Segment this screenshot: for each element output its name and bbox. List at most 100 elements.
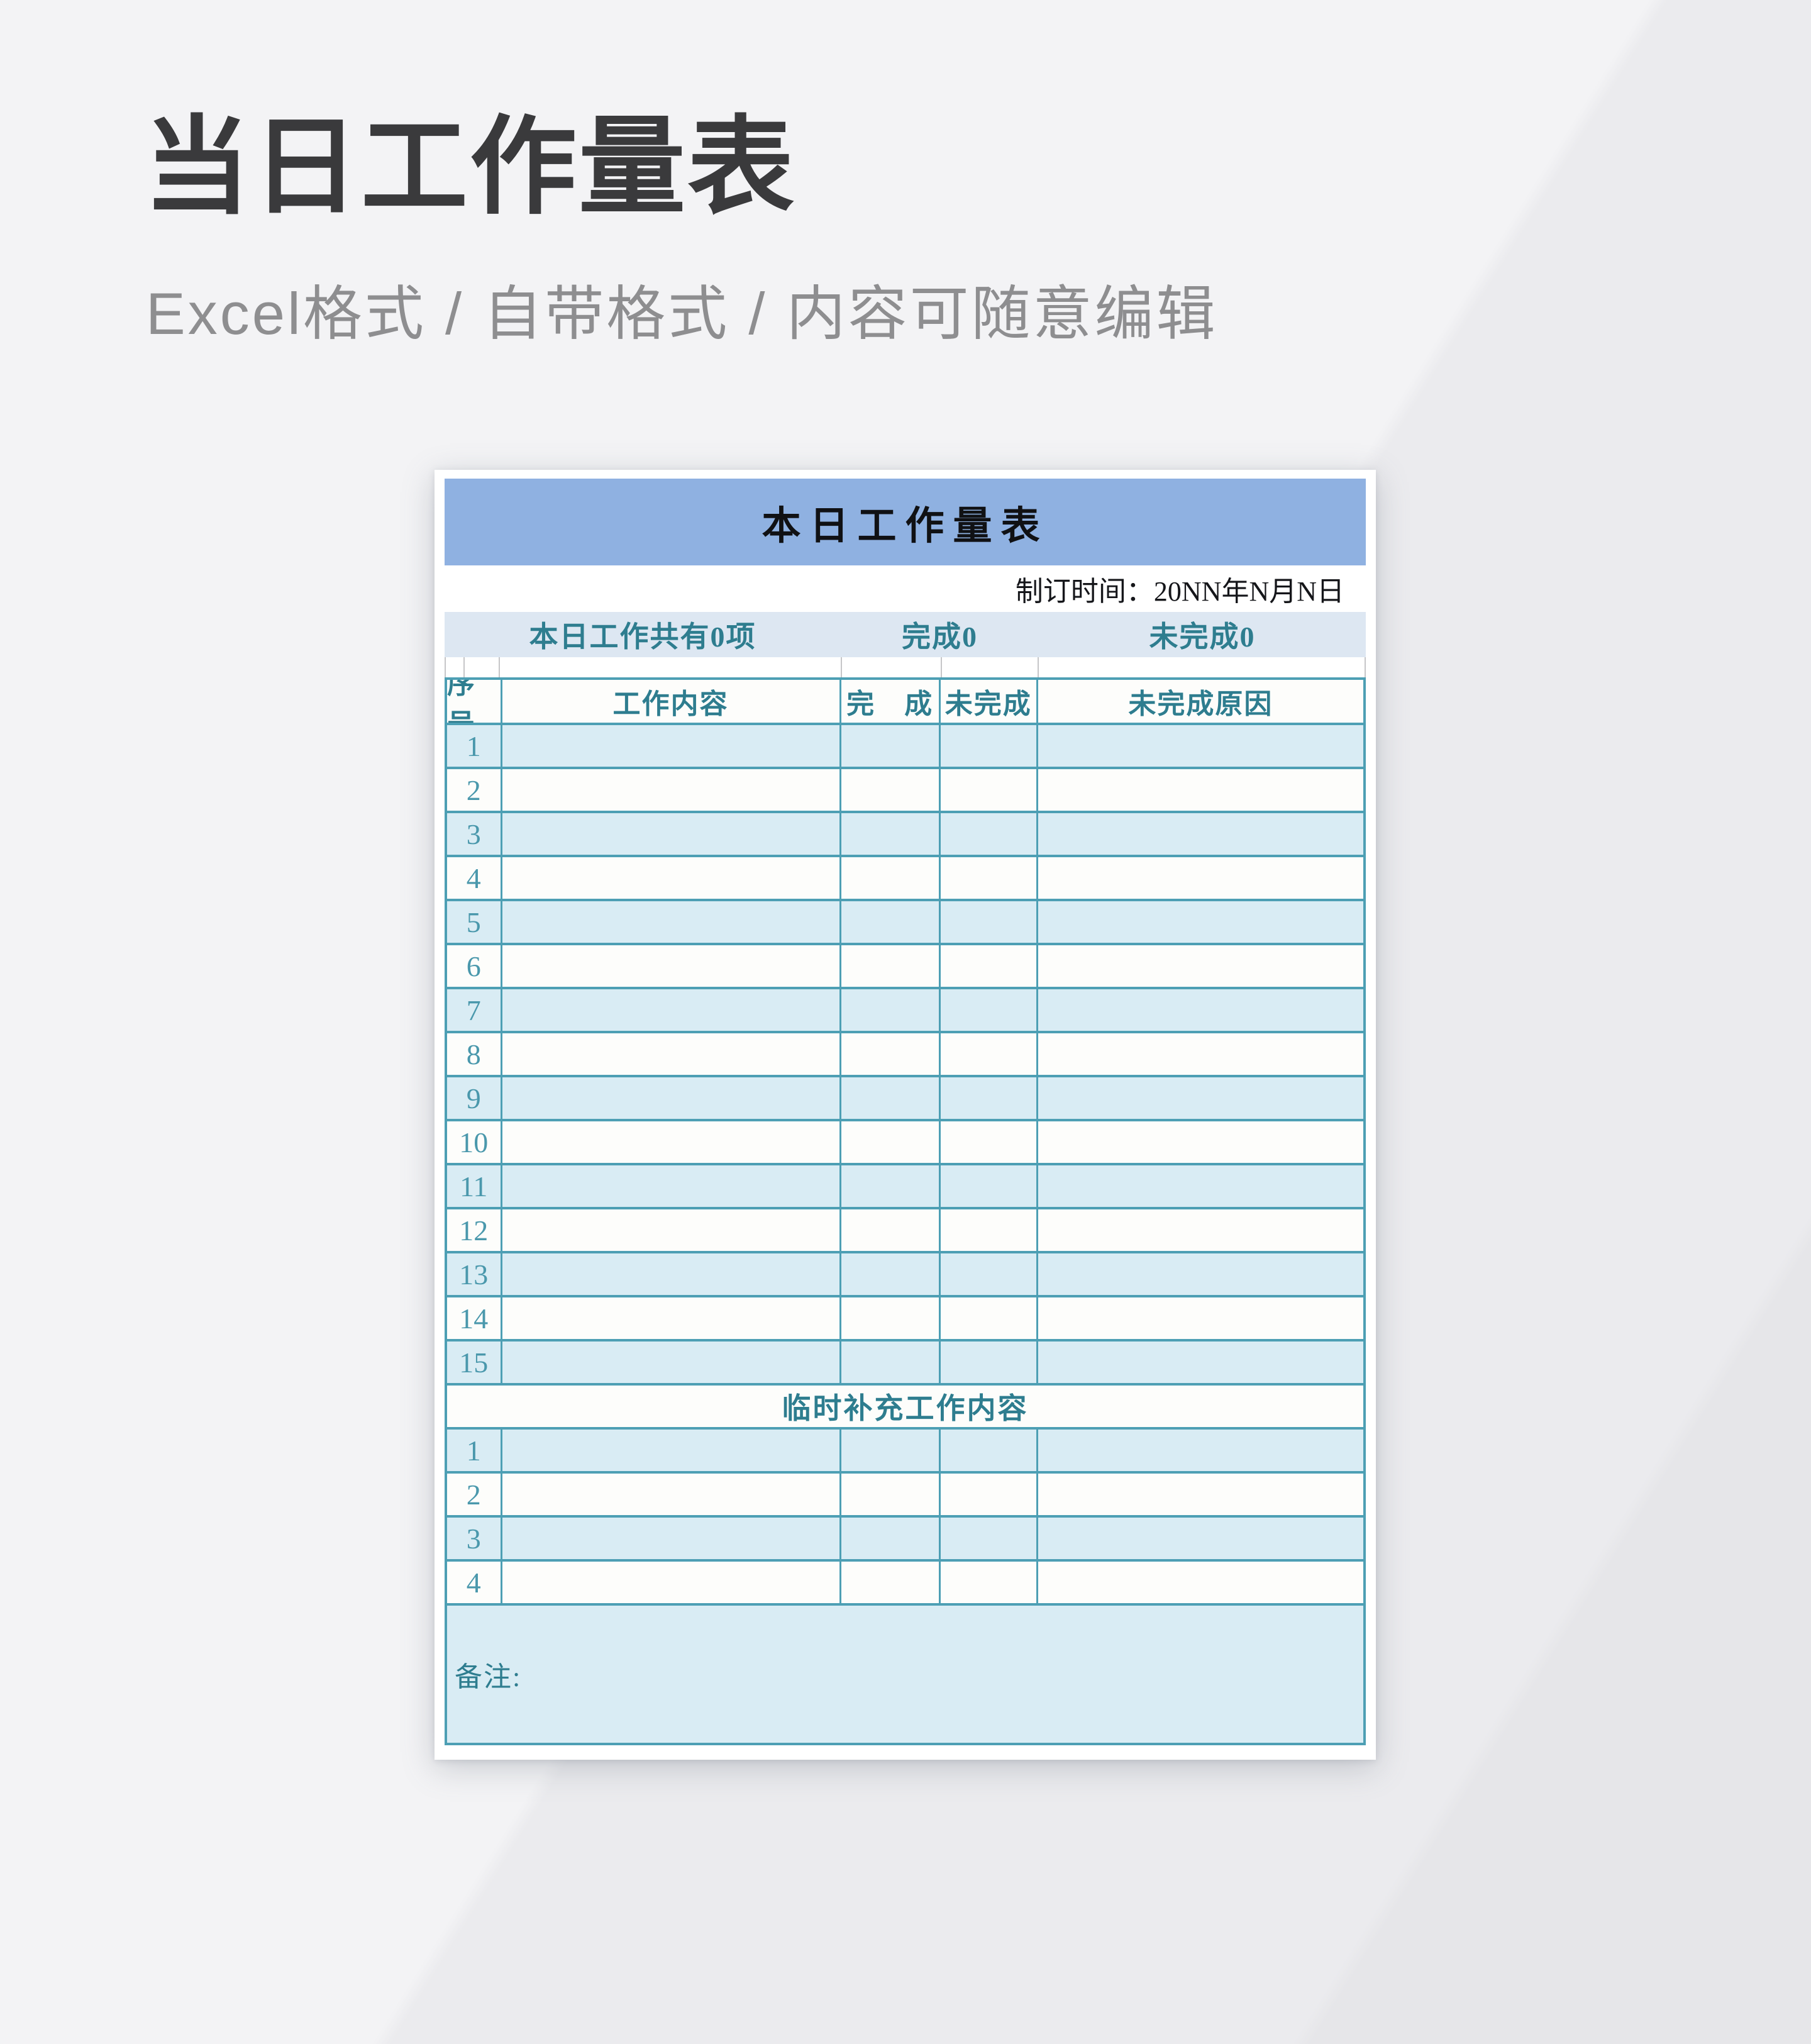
cell-reason (1038, 1165, 1363, 1207)
cell-reason (1038, 769, 1363, 811)
cell-done (841, 1474, 941, 1515)
cell-work-content (502, 813, 841, 855)
made-time-text: 制订时间：20NN年N月N日 (1015, 576, 1344, 607)
cell-done (841, 857, 941, 899)
table-row: 4 (447, 855, 1363, 899)
cell-not-done (941, 725, 1038, 767)
summary-not-done: 未完成0 (1149, 621, 1256, 653)
cell-work-content (502, 1121, 841, 1163)
cell-work-content (502, 769, 841, 811)
cell-not-done (941, 901, 1038, 943)
cell-not-done (941, 1430, 1038, 1471)
cell-reason (1038, 1077, 1363, 1119)
cell-work-content (502, 1341, 841, 1383)
row-number: 15 (447, 1341, 502, 1383)
row-number: 12 (447, 1209, 502, 1251)
cell-done (841, 1518, 941, 1559)
worksheet: 本日工作量表 制订时间：20NN年N月N日 本日工作共有0项 完成0 未完成0 … (445, 479, 1366, 1745)
cell-done (841, 769, 941, 811)
cell-work-content (502, 1297, 841, 1339)
table-row: 7 (447, 987, 1363, 1031)
table-row: 3 (447, 811, 1363, 855)
row-number: 1 (447, 1430, 502, 1471)
cell-reason (1038, 813, 1363, 855)
cell-done (841, 1253, 941, 1295)
page-subtitle: Excel格式 / 自带格式 / 内容可随意编辑 (146, 280, 1218, 347)
cell-done (841, 813, 941, 855)
cell-done (841, 1562, 941, 1603)
cell-not-done (941, 1297, 1038, 1339)
cell-work-content (502, 1077, 841, 1119)
summary-done: 完成0 (902, 621, 978, 653)
table-row: 1 (447, 723, 1363, 767)
gridline (499, 657, 500, 677)
table-row: 11 (447, 1163, 1363, 1207)
cell-done (841, 1033, 941, 1075)
cell-reason (1038, 1341, 1363, 1383)
notes-row: 备注: (447, 1603, 1363, 1743)
cell-done (841, 1209, 941, 1251)
cell-work-content (502, 989, 841, 1031)
cell-reason (1038, 1033, 1363, 1075)
row-number: 8 (447, 1033, 502, 1075)
cell-work-content (502, 1430, 841, 1471)
cell-work-content (502, 857, 841, 899)
cell-not-done (941, 1253, 1038, 1295)
gridline (445, 657, 446, 677)
table-row: 3 (447, 1515, 1363, 1559)
column-header-not-done: 未完成 (941, 680, 1038, 723)
gridline (841, 657, 842, 677)
cell-work-content (502, 1165, 841, 1207)
cell-not-done (941, 1341, 1038, 1383)
summary-total: 本日工作共有0项 (529, 621, 756, 653)
cell-not-done (941, 857, 1038, 899)
extra-section-header: 临时补充工作内容 (447, 1383, 1363, 1427)
cell-done (841, 945, 941, 987)
cell-reason (1038, 945, 1363, 987)
spreadsheet-card: 本日工作量表 制订时间：20NN年N月N日 本日工作共有0项 完成0 未完成0 … (435, 470, 1376, 1760)
cell-work-content (502, 1518, 841, 1559)
table-row: 4 (447, 1559, 1363, 1603)
cell-reason (1038, 989, 1363, 1031)
cell-not-done (941, 769, 1038, 811)
cell-done (841, 725, 941, 767)
table-row: 13 (447, 1251, 1363, 1295)
gridline (463, 657, 465, 677)
table-row: 15 (447, 1339, 1363, 1383)
row-number: 1 (447, 725, 502, 767)
cell-reason (1038, 1121, 1363, 1163)
cell-work-content (502, 901, 841, 943)
cell-work-content (502, 1209, 841, 1251)
row-number: 4 (447, 1562, 502, 1603)
cell-not-done (941, 813, 1038, 855)
cell-reason (1038, 1474, 1363, 1515)
made-time-row: 制订时间：20NN年N月N日 (445, 565, 1366, 612)
cell-done (841, 1341, 941, 1383)
table-row: 10 (447, 1119, 1363, 1163)
cell-done (841, 901, 941, 943)
sheet-title-banner: 本日工作量表 (445, 479, 1366, 565)
row-number: 11 (447, 1165, 502, 1207)
cell-work-content (502, 1562, 841, 1603)
row-number: 7 (447, 989, 502, 1031)
cell-done (841, 1430, 941, 1471)
worksheet-table: 序号 工作内容 完 成 未完成 未完成原因 1 2 3 4 5 (445, 677, 1366, 1745)
cell-not-done (941, 1562, 1038, 1603)
cell-done (841, 1077, 941, 1119)
table-header-row: 序号 工作内容 完 成 未完成 未完成原因 (447, 680, 1363, 723)
row-number: 10 (447, 1121, 502, 1163)
table-row: 12 (447, 1207, 1363, 1251)
row-number: 6 (447, 945, 502, 987)
cell-work-content (502, 1474, 841, 1515)
notes-label: 备注: (455, 1662, 522, 1692)
table-row: 14 (447, 1295, 1363, 1339)
table-row: 9 (447, 1075, 1363, 1119)
table-row: 1 (447, 1427, 1363, 1471)
column-header-reason: 未完成原因 (1128, 689, 1273, 719)
row-number: 2 (447, 1474, 502, 1515)
row-number: 5 (447, 901, 502, 943)
page-title: 当日工作量表 (143, 108, 797, 227)
cell-done (841, 989, 941, 1031)
cell-work-content (502, 945, 841, 987)
sheet-title-text: 本日工作量表 (762, 505, 1049, 548)
